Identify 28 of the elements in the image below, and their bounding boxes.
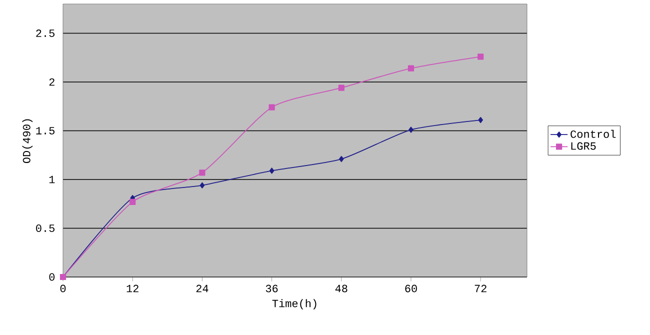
y-tick-label: 1.5: [36, 127, 54, 134]
y-tick-label: 2.5: [36, 30, 54, 37]
y-tick-label: 2: [49, 78, 54, 86]
point: [478, 54, 484, 60]
x-tick-label: 12: [126, 284, 138, 292]
x-tick-label: 48: [335, 284, 348, 292]
x-tick-label: 72: [474, 284, 486, 292]
point: [130, 198, 136, 205]
point: [269, 168, 274, 174]
x-tick-label: 0: [60, 284, 66, 292]
point: [200, 182, 205, 188]
legend-label: LGR5: [571, 142, 596, 150]
x-axis-title: Time(h): [272, 299, 316, 310]
y-tick-label: 0.5: [36, 224, 54, 232]
y-tick-label: 1: [49, 176, 55, 184]
point: [408, 126, 414, 133]
point: [478, 116, 483, 124]
legend-label: Control: [570, 130, 616, 138]
y-tick-label: 0: [49, 273, 55, 281]
x-tick-label: 24: [196, 284, 208, 292]
x-tick-label: 60: [405, 284, 417, 292]
point: [338, 84, 344, 91]
point: [408, 65, 414, 72]
point: [268, 104, 275, 110]
x-tick-label: 36: [266, 284, 278, 292]
point: [339, 156, 344, 162]
point: [199, 170, 206, 176]
y-axis-title: OD(490): [22, 119, 33, 164]
